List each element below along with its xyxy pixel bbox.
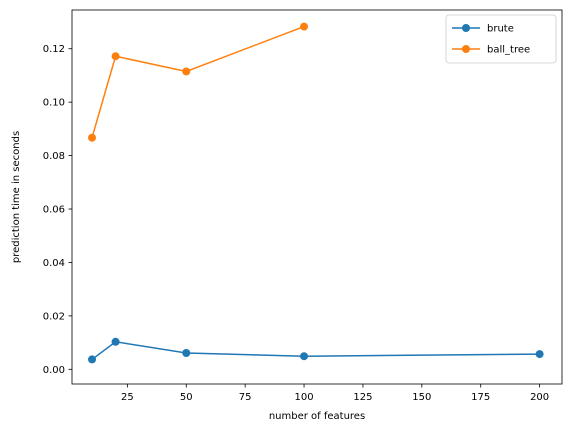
legend: brute ball_tree bbox=[445, 14, 557, 64]
legend-label: brute bbox=[487, 24, 514, 35]
data-point bbox=[88, 133, 97, 142]
x-tick-label: 75 bbox=[239, 392, 252, 403]
legend-item-ball-tree: ball_tree bbox=[452, 45, 530, 56]
y-tick-label: 0.02 bbox=[43, 311, 65, 322]
y-tick-label: 0.06 bbox=[43, 205, 65, 216]
x-tick-label: 100 bbox=[294, 392, 313, 403]
data-point bbox=[182, 349, 191, 358]
series-brute bbox=[88, 337, 544, 364]
legend-marker bbox=[462, 24, 470, 32]
data-point bbox=[111, 337, 120, 346]
series-line bbox=[91, 25, 305, 138]
data-point bbox=[300, 352, 309, 361]
y-tick-label: 0.12 bbox=[43, 44, 65, 55]
data-point bbox=[111, 52, 120, 61]
data-point bbox=[182, 67, 191, 76]
data-point bbox=[535, 350, 544, 359]
legend-label: ball_tree bbox=[487, 45, 530, 56]
legend-box bbox=[445, 14, 557, 64]
legend-marker bbox=[462, 45, 470, 53]
series-ball-tree bbox=[88, 22, 309, 142]
y-tick-label: 0.04 bbox=[43, 258, 65, 269]
x-tick-label: 125 bbox=[353, 392, 372, 403]
y-axis-ticks: 0.00 0.02 0.04 0.06 0.08 0.10 0.12 bbox=[43, 44, 72, 376]
y-tick-label: 0.08 bbox=[43, 151, 65, 162]
legend-item-brute: brute bbox=[452, 24, 514, 35]
axes-frame bbox=[71, 9, 563, 385]
data-point bbox=[300, 22, 309, 31]
y-axis-label: prediction time in seconds bbox=[11, 131, 22, 263]
data-point bbox=[88, 355, 97, 364]
x-tick-label: 150 bbox=[412, 392, 431, 403]
x-tick-label: 175 bbox=[471, 392, 490, 403]
x-axis-ticks: 25 50 75 100 125 150 175 200 bbox=[121, 384, 549, 403]
series-layer bbox=[88, 22, 544, 364]
x-tick-label: 200 bbox=[530, 392, 549, 403]
x-tick-label: 25 bbox=[121, 392, 134, 403]
x-tick-label: 50 bbox=[180, 392, 193, 403]
y-tick-label: 0.00 bbox=[43, 365, 65, 376]
x-axis-label: number of features bbox=[269, 411, 365, 422]
y-tick-label: 0.10 bbox=[43, 98, 65, 109]
